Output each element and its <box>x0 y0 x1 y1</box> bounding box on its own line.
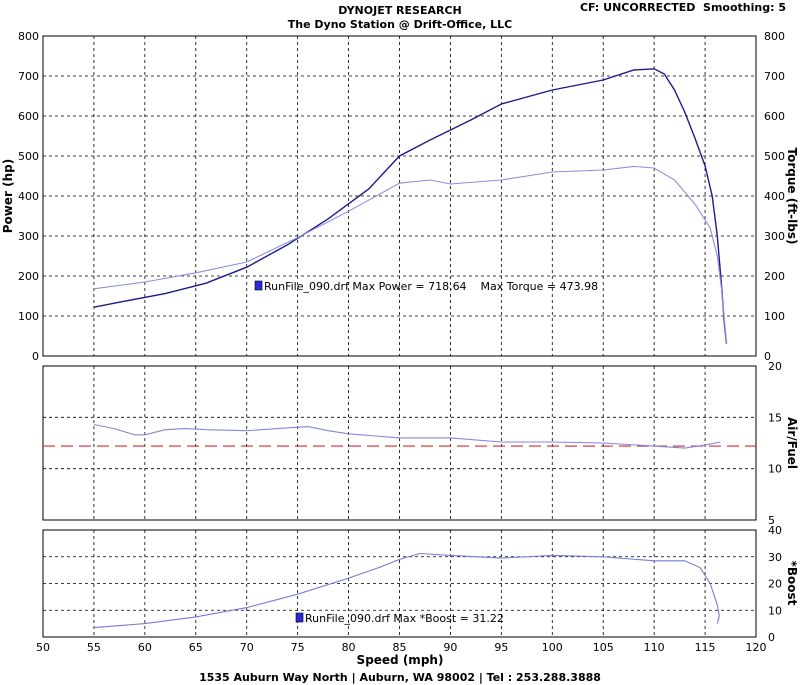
run-settings: CF: UNCORRECTED Smoothing: 5 <box>579 1 786 14</box>
y-tick-label: 5 <box>768 514 775 527</box>
chart-subtitle: The Dyno Station @ Drift-Office, LLC <box>287 18 513 31</box>
y2-tick-label: 400 <box>764 190 785 203</box>
power-line <box>93 68 728 345</box>
y-tick-label: 20 <box>768 360 782 373</box>
x-tick-label: 105 <box>593 641 614 654</box>
y2-tick-label: 300 <box>764 230 785 243</box>
y2-axis-label: Torque (ft-lbs) <box>785 148 799 245</box>
y2-tick-label: 500 <box>764 150 785 163</box>
y-tick-label: 100 <box>18 310 39 323</box>
chart-title: DYNOJET RESEARCH <box>338 4 462 17</box>
x-tick-label: 95 <box>494 641 508 654</box>
x-tick-label: 80 <box>342 641 356 654</box>
x-tick-label: 70 <box>240 641 254 654</box>
x-tick-label: 65 <box>189 641 203 654</box>
x-tick-label: 55 <box>87 641 101 654</box>
x-tick-label: 115 <box>695 641 716 654</box>
y-tick-label: 500 <box>18 150 39 163</box>
y-tick-label: 15 <box>768 411 782 424</box>
x-tick-label: 100 <box>542 641 563 654</box>
y-tick-label: 700 <box>18 70 39 83</box>
max-boost-annotation: RunFile_090.drf Max *Boost = 31.22 <box>305 612 504 625</box>
x-tick-label: 50 <box>36 641 50 654</box>
y2-tick-label: 200 <box>764 270 785 283</box>
x-tick-label: 120 <box>746 641 767 654</box>
x-tick-label: 85 <box>393 641 407 654</box>
y-tick-label: 10 <box>768 604 782 617</box>
max-power-torque-annotation: RunFile_090.drf Max Power = 718.64 Max T… <box>264 280 598 293</box>
y-tick-label: 600 <box>18 110 39 123</box>
y2-tick-label: 100 <box>764 310 785 323</box>
y-tick-label: 200 <box>18 270 39 283</box>
y-tick-label: 40 <box>768 524 782 537</box>
boost-axis-label: *Boost <box>785 561 799 606</box>
x-tick-label: 110 <box>644 641 665 654</box>
boost-line <box>93 552 720 629</box>
x-axis-label: Speed (mph) <box>357 653 444 667</box>
legend-marker <box>254 280 263 291</box>
y2-tick-label: 700 <box>764 70 785 83</box>
y2-tick-label: 600 <box>764 110 785 123</box>
y-tick-label: 300 <box>18 230 39 243</box>
y2-tick-label: 0 <box>764 350 771 363</box>
x-tick-label: 90 <box>443 641 457 654</box>
x-tick-label: 75 <box>291 641 305 654</box>
y-tick-label: 20 <box>768 578 782 591</box>
torque-line <box>93 165 728 345</box>
legend-marker <box>295 612 304 623</box>
afr-axis-label: Air/Fuel <box>785 417 799 469</box>
y-axis-label: Power (hp) <box>1 159 15 233</box>
plot-area-1 <box>42 365 757 521</box>
y-tick-label: 800 <box>18 30 39 43</box>
footer-address: 1535 Auburn Way North | Auburn, WA 98002… <box>199 671 601 684</box>
y2-tick-label: 800 <box>764 30 785 43</box>
y-tick-label: 0 <box>768 631 775 644</box>
y-tick-label: 30 <box>768 551 782 564</box>
y-tick-label: 400 <box>18 190 39 203</box>
afr-line <box>93 423 721 449</box>
x-tick-label: 60 <box>138 641 152 654</box>
y-tick-label: 10 <box>768 463 782 476</box>
y-tick-label: 0 <box>32 350 39 363</box>
